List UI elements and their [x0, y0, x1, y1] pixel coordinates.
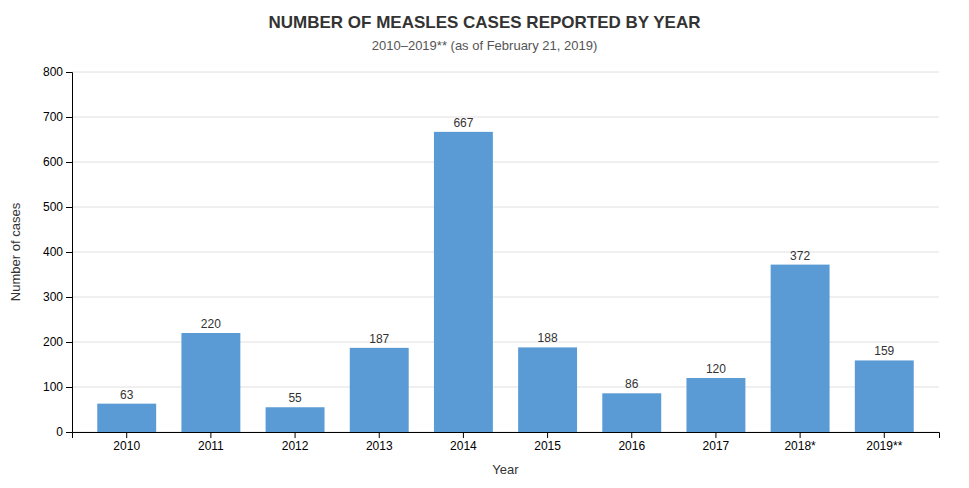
data-label: 220	[201, 317, 221, 331]
x-tick: 2014	[450, 432, 477, 453]
y-tick: 300	[43, 290, 72, 304]
bar	[518, 347, 577, 432]
bar	[181, 333, 240, 432]
y-tick-mark	[66, 297, 72, 298]
y-tick: 100	[43, 380, 72, 394]
y-axis-title: Number of cases	[8, 202, 23, 301]
y-tick-label: 600	[43, 155, 63, 169]
y-tick-label: 300	[43, 290, 63, 304]
x-tick-label: 2014	[450, 439, 477, 453]
y-tick-mark	[66, 387, 72, 388]
y-tick-mark	[66, 162, 72, 163]
data-label: 187	[369, 332, 389, 346]
x-tick-mark	[631, 432, 632, 438]
data-label: 667	[453, 116, 473, 130]
y-tick: 0	[56, 425, 72, 439]
x-tick: 2016	[618, 432, 645, 453]
data-label: 86	[625, 377, 639, 391]
data-label: 55	[288, 391, 302, 405]
bar	[855, 360, 914, 432]
plot-area: 6322055187667188861203721592010201120122…	[43, 65, 940, 452]
y-tick: 700	[43, 110, 72, 124]
y-tick: 200	[43, 335, 72, 349]
grid-line	[72, 207, 939, 208]
grid-line	[72, 162, 939, 163]
data-label: 63	[120, 388, 134, 402]
x-tick-label: 2010	[113, 439, 140, 453]
bar	[266, 407, 325, 432]
x-tick-label: 2019**	[866, 439, 902, 453]
x-tick-mark	[547, 432, 548, 438]
y-tick-label: 800	[43, 65, 63, 79]
x-tick-label: 2013	[366, 439, 393, 453]
title: NUMBER OF MEASLES CASES REPORTED BY YEAR	[269, 13, 701, 32]
bar	[350, 348, 409, 432]
x-tick-mark	[210, 432, 211, 438]
y-tick-label: 400	[43, 245, 63, 259]
subtitle: 2010–2019** (as of February 21, 2019)	[372, 38, 598, 53]
x-axis: 2010 2011 2012 2013 2014 2015 2016 2017 2018* 201…	[73, 432, 940, 453]
x-tick: 2019**	[866, 432, 902, 453]
x-tick-mark	[884, 432, 885, 438]
grid	[72, 72, 939, 432]
y-axis: 0 100 200 300 400 500 600 700 800	[43, 65, 73, 439]
data-label: 159	[874, 344, 894, 358]
y-tick-mark	[66, 252, 72, 253]
x-tick-mark	[379, 432, 380, 438]
x-tick-mark	[295, 432, 296, 438]
y-tick: 500	[43, 200, 72, 214]
x-tick-mark	[463, 432, 464, 438]
x-tick-mark	[126, 432, 127, 438]
x-axis-line	[73, 433, 940, 439]
bar	[771, 265, 830, 432]
grid-line	[72, 117, 939, 118]
x-tick: 2011	[198, 432, 224, 453]
data-label: 188	[538, 331, 558, 345]
bar	[434, 132, 493, 432]
data-label: 120	[706, 362, 726, 376]
y-tick-mark	[66, 432, 72, 433]
y-tick-label: 200	[43, 335, 63, 349]
y-tick-label: 0	[56, 425, 63, 439]
y-tick-mark	[66, 72, 72, 73]
bar	[97, 404, 156, 432]
x-tick-mark	[800, 432, 801, 438]
y-tick-label: 500	[43, 200, 63, 214]
x-tick: 2010	[113, 432, 140, 453]
grid-line	[72, 72, 939, 73]
y-tick-label: 100	[43, 380, 63, 394]
y-tick-mark	[66, 207, 72, 208]
x-tick-label: 2015	[534, 439, 561, 453]
y-tick: 400	[43, 245, 72, 259]
chart-root: NUMBER OF MEASLES CASES REPORTED BY YEAR…	[0, 0, 969, 488]
x-tick-label: 2011	[198, 439, 224, 453]
x-tick: 2013	[366, 432, 393, 453]
bar	[686, 378, 745, 432]
x-tick-mark	[715, 432, 716, 438]
x-tick: 2012	[282, 432, 309, 453]
y-tick-label: 700	[43, 110, 63, 124]
data-labels: 63 220 55 187 667 188 86 120 372 159	[120, 116, 895, 405]
x-tick-label: 2017	[703, 439, 730, 453]
bars	[97, 132, 913, 432]
x-tick: 2015	[534, 432, 561, 453]
x-tick-label: 2016	[618, 439, 645, 453]
y-tick-mark	[66, 342, 72, 343]
y-tick: 800	[43, 65, 72, 79]
x-tick: 2017	[703, 432, 730, 453]
y-tick-mark	[66, 117, 72, 118]
y-tick: 600	[43, 155, 72, 169]
data-label: 372	[790, 249, 810, 263]
x-tick-label: 2018*	[784, 439, 816, 453]
x-axis-title: Year	[492, 462, 519, 477]
x-tick-label: 2012	[282, 439, 309, 453]
y-axis-line	[66, 73, 73, 433]
bar	[602, 393, 661, 432]
x-tick: 2018*	[784, 432, 816, 453]
